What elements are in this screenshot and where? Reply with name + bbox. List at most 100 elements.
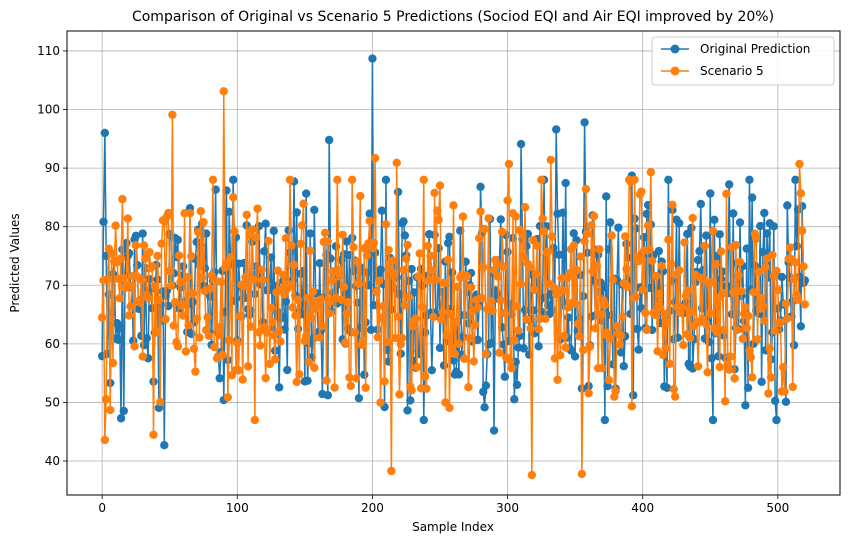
data-point bbox=[349, 242, 358, 252]
data-point bbox=[365, 216, 374, 226]
data-point bbox=[356, 191, 365, 201]
data-point bbox=[492, 259, 501, 268]
data-point bbox=[679, 340, 688, 350]
data-point bbox=[800, 300, 810, 309]
data-point bbox=[511, 212, 520, 221]
data-point bbox=[791, 258, 800, 267]
data-point bbox=[219, 87, 228, 96]
data-point bbox=[131, 231, 141, 241]
data-point bbox=[154, 295, 164, 305]
data-point bbox=[370, 153, 380, 163]
data-point bbox=[222, 259, 231, 268]
data-point bbox=[664, 235, 673, 244]
data-point bbox=[597, 363, 607, 373]
data-point bbox=[587, 220, 596, 230]
data-point bbox=[496, 215, 505, 224]
data-point bbox=[173, 342, 183, 351]
data-point bbox=[642, 325, 651, 335]
data-point bbox=[602, 192, 611, 201]
data-point bbox=[241, 273, 250, 282]
data-point bbox=[106, 405, 115, 415]
data-point bbox=[476, 182, 485, 192]
data-point bbox=[170, 297, 180, 307]
data-point bbox=[131, 241, 141, 250]
data-point bbox=[666, 259, 676, 269]
data-point bbox=[464, 383, 473, 392]
data-point bbox=[446, 309, 455, 319]
data-point bbox=[103, 274, 112, 284]
data-point bbox=[534, 342, 543, 351]
data-point bbox=[419, 415, 428, 425]
data-point bbox=[276, 337, 285, 346]
data-point bbox=[283, 365, 292, 375]
data-point bbox=[380, 377, 389, 386]
data-point bbox=[384, 245, 393, 255]
data-point bbox=[414, 272, 423, 281]
data-point bbox=[134, 304, 143, 313]
data-point bbox=[218, 350, 227, 360]
data-point bbox=[793, 295, 803, 304]
data-point bbox=[108, 358, 118, 368]
data-point bbox=[303, 294, 312, 303]
data-point bbox=[618, 312, 627, 322]
data-point bbox=[145, 248, 154, 257]
data-point bbox=[789, 340, 799, 350]
data-point bbox=[393, 187, 403, 197]
data-point bbox=[634, 345, 643, 354]
data-point bbox=[392, 158, 401, 168]
data-point bbox=[585, 342, 595, 351]
data-point bbox=[708, 226, 718, 236]
data-point bbox=[315, 258, 324, 268]
data-point bbox=[420, 371, 430, 381]
data-point bbox=[210, 342, 219, 352]
plot-frame bbox=[66, 30, 841, 496]
data-point bbox=[788, 382, 797, 392]
data-point bbox=[753, 335, 762, 344]
data-point bbox=[354, 393, 364, 403]
data-point bbox=[645, 245, 654, 254]
data-point bbox=[556, 351, 565, 360]
data-point bbox=[142, 333, 151, 343]
data-point bbox=[407, 386, 416, 395]
data-point bbox=[335, 270, 345, 280]
data-point bbox=[534, 324, 543, 334]
data-point bbox=[342, 309, 351, 318]
data-point bbox=[130, 342, 139, 351]
y-tick-label: 80 bbox=[45, 220, 60, 234]
chart-title: Comparison of Original vs Scenario 5 Pre… bbox=[132, 9, 774, 25]
data-point bbox=[173, 235, 183, 245]
data-point bbox=[569, 229, 578, 238]
data-point bbox=[734, 271, 743, 280]
data-point bbox=[553, 375, 562, 385]
data-point bbox=[168, 110, 177, 119]
data-point bbox=[572, 266, 581, 275]
data-point bbox=[223, 393, 233, 402]
data-point bbox=[166, 281, 176, 290]
data-point bbox=[724, 365, 734, 374]
data-point bbox=[797, 226, 807, 235]
data-point bbox=[615, 340, 624, 349]
data-point bbox=[796, 189, 806, 198]
data-point bbox=[289, 260, 299, 270]
data-point bbox=[707, 354, 716, 363]
data-point bbox=[780, 387, 789, 396]
data-point bbox=[368, 54, 377, 63]
data-point bbox=[484, 214, 493, 223]
data-point bbox=[547, 232, 557, 241]
data-point bbox=[769, 222, 778, 231]
data-point bbox=[242, 210, 251, 220]
data-point bbox=[742, 323, 751, 333]
data-point bbox=[243, 362, 253, 371]
data-point bbox=[281, 234, 291, 243]
data-point bbox=[235, 312, 245, 321]
data-point bbox=[592, 261, 601, 271]
data-point bbox=[589, 211, 599, 221]
legend: Original Prediction Scenario 5 bbox=[651, 36, 835, 86]
data-point bbox=[720, 397, 730, 406]
data-point bbox=[693, 362, 703, 371]
data-point bbox=[399, 217, 408, 226]
data-point bbox=[377, 206, 387, 215]
data-point bbox=[688, 213, 697, 223]
data-point bbox=[258, 275, 268, 285]
data-point bbox=[383, 337, 392, 347]
